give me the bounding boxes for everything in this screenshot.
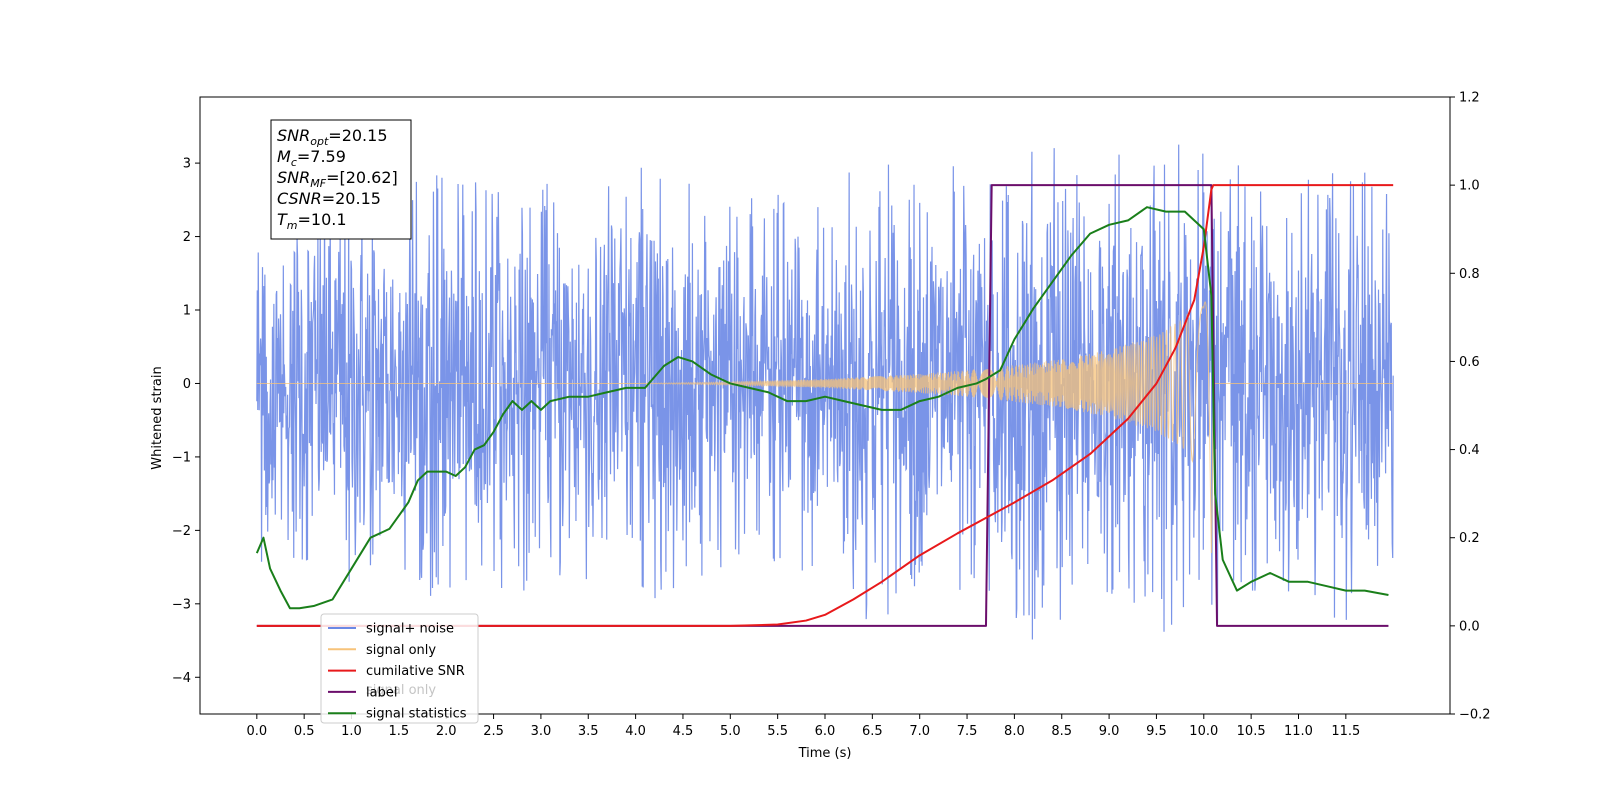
x-axis-title: Time (s) <box>798 746 852 761</box>
y-axis-left: −4 −3 −2 −1 0 1 2 3 <box>172 157 200 686</box>
x-tick-label: 5.0 <box>720 724 741 739</box>
x-tick-label: 9.0 <box>1099 724 1120 739</box>
x-tick-label: 0.5 <box>294 724 315 739</box>
y-tick-label: 0 <box>183 377 191 392</box>
x-tick-label: 11.5 <box>1331 724 1360 739</box>
y2-tick-label: −0.2 <box>1459 708 1491 723</box>
x-tick-label: 8.5 <box>1051 724 1072 739</box>
y2-tick-label: 0.8 <box>1459 267 1480 282</box>
y2-tick-label: 0.2 <box>1459 531 1480 546</box>
series-signal-only <box>256 301 1394 554</box>
legend-label: signal+ noise <box>366 622 454 637</box>
y-tick-label: −3 <box>172 597 191 612</box>
annotation-box: SNRopt=20.15Mc=7.59SNRMF=[20.62]CSNR=20.… <box>270 119 412 240</box>
series-label <box>256 184 1389 627</box>
x-tick-label: 1.0 <box>341 724 362 739</box>
y-axis-title: Whitened strain <box>150 366 165 469</box>
x-tick-label: 7.5 <box>957 724 978 739</box>
series-signal-statistics <box>255 206 1389 610</box>
x-tick-label: 5.5 <box>767 724 788 739</box>
legend-label: label <box>366 685 397 700</box>
x-tick-label: 2.0 <box>436 724 457 739</box>
y-tick-label: 3 <box>183 157 191 172</box>
x-tick-label: 6.0 <box>815 724 836 739</box>
y2-tick-label: 0.4 <box>1459 443 1480 458</box>
x-tick-label: 7.0 <box>909 724 930 739</box>
x-axis: 0.0 0.5 1.0 1.5 2.0 2.5 3.0 3.5 4.0 4.5 5.0 5.5 6.0 6… <box>246 714 1360 739</box>
annotation-line: Mc=7.59 <box>277 147 346 169</box>
x-tick-label: 4.5 <box>673 724 694 739</box>
y2-tick-label: 0.6 <box>1459 355 1480 370</box>
y-tick-label: −1 <box>172 450 191 465</box>
x-tick-label: 10.5 <box>1237 724 1266 739</box>
x-tick-label: 3.5 <box>578 724 599 739</box>
y-tick-label: −4 <box>172 671 191 686</box>
x-tick-label: 11.0 <box>1284 724 1313 739</box>
x-tick-label: 3.0 <box>531 724 552 739</box>
y2-tick-label: 1.2 <box>1459 91 1480 106</box>
x-tick-label: 6.5 <box>862 724 883 739</box>
series-cumulative-snr <box>256 184 1394 627</box>
x-tick-label: 9.5 <box>1146 724 1167 739</box>
x-tick-label: 10.0 <box>1189 724 1218 739</box>
x-tick-label: 4.0 <box>625 724 646 739</box>
annotation-line: Tm=10.1 <box>277 210 347 232</box>
y2-tick-label: 0.0 <box>1459 619 1480 634</box>
x-tick-label: 2.5 <box>483 724 504 739</box>
legend-label: cumilative SNR <box>366 664 465 679</box>
y-tick-label: 1 <box>183 304 191 319</box>
x-tick-label: 1.5 <box>389 724 410 739</box>
plot-area <box>255 144 1394 640</box>
x-tick-label: 0.0 <box>246 724 267 739</box>
x-tick-label: 8.0 <box>1004 724 1025 739</box>
y-tick-label: −2 <box>172 524 191 539</box>
annotation-line: CSNR=20.15 <box>277 189 381 208</box>
y-tick-label: 2 <box>183 230 191 245</box>
legend-label: signal statistics <box>366 707 467 722</box>
series-signal-noise <box>256 144 1394 640</box>
legend-ghost-label: signal only <box>366 683 436 698</box>
y2-tick-label: 1.0 <box>1459 179 1480 194</box>
annotation-line: SNRopt=20.15 <box>277 126 388 148</box>
legend: signal only signal+ noise signal only cumi… <box>320 613 479 724</box>
legend-label: signal only <box>366 643 436 658</box>
y-axis-right: −0.2 0.0 0.2 0.4 0.6 0.8 1.0 1.2 <box>1450 91 1491 723</box>
annotation-line: SNRMF=[20.62] <box>277 168 398 190</box>
